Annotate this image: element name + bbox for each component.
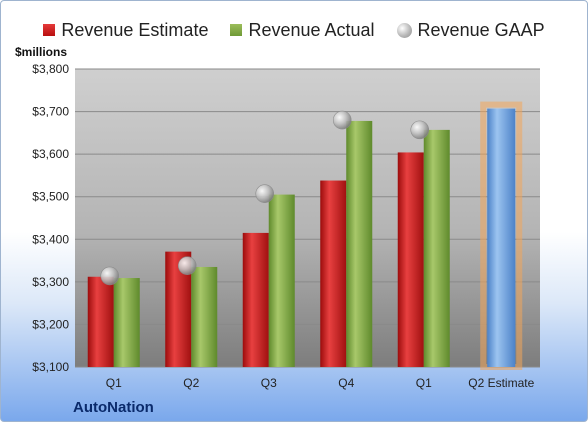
x-tick-label: Q1 [416, 376, 432, 390]
y-tick-label: $3,700 [32, 105, 69, 119]
y-tick-label: $3,200 [32, 317, 69, 331]
gridlines [75, 68, 540, 368]
gaap-markers [100, 110, 430, 286]
marker-revenue-gaap [410, 120, 430, 140]
marker-revenue-gaap [177, 256, 197, 275]
legend-item-revenue-gaap: Revenue GAAP [396, 19, 545, 41]
x-tick-label: Q4 [338, 376, 354, 390]
legend-item-revenue-actual: Revenue Actual [230, 19, 375, 41]
marker-revenue-gaap [100, 266, 120, 286]
revenue-estimate-swatch [43, 24, 56, 36]
x-axis: Q1 Q2 Q3 Q4 Q1 Q2 Estimate [106, 376, 535, 390]
bar-revenue-estimate [242, 232, 269, 367]
bar-revenue-actual [268, 194, 295, 367]
marker-revenue-gaap [332, 110, 352, 130]
bars [87, 101, 523, 370]
legend-item-revenue-estimate: Revenue Estimate [43, 20, 208, 41]
bar-revenue-actual [346, 120, 373, 368]
company-name: AutoNation [73, 399, 154, 416]
y-tick-label: $3,300 [32, 275, 69, 289]
legend-label: Revenue GAAP [417, 19, 545, 40]
bar-revenue-actual [113, 278, 140, 367]
y-axis-unit-label: $millions [15, 45, 68, 59]
bar-revenue-actual [191, 266, 218, 367]
revenue-actual-swatch [230, 24, 243, 36]
legend-label: Revenue Estimate [61, 19, 209, 40]
x-tick-label: Q2 [183, 376, 199, 390]
bar-revenue-actual [423, 129, 450, 367]
legend-label: Revenue Actual [248, 19, 375, 40]
y-tick-label: $3,400 [32, 232, 69, 246]
y-tick-label: $3,100 [32, 360, 69, 374]
bar-revenue-estimate [87, 276, 114, 367]
y-axis: $3,100 $3,200 $3,300 $3,400 $3,500 $3,600 $3,7… [32, 62, 69, 374]
x-tick-label: Q2 Estimate [468, 376, 534, 390]
x-tick-label: Q1 [106, 376, 122, 390]
y-tick-label: $3,800 [32, 62, 69, 76]
bar-revenue-estimate [397, 152, 424, 367]
bar-revenue-estimate [320, 180, 347, 367]
plot-area [75, 69, 540, 367]
marker-revenue-gaap [255, 184, 275, 204]
legend: Revenue Estimate Revenue Actual Revenue … [1, 19, 587, 41]
revenue-gaap-swatch [396, 22, 412, 38]
x-tick-label: Q3 [261, 376, 277, 390]
y-tick-label: $3,500 [32, 190, 69, 204]
bar-q2-estimate [487, 108, 516, 367]
y-tick-label: $3,600 [32, 147, 69, 161]
